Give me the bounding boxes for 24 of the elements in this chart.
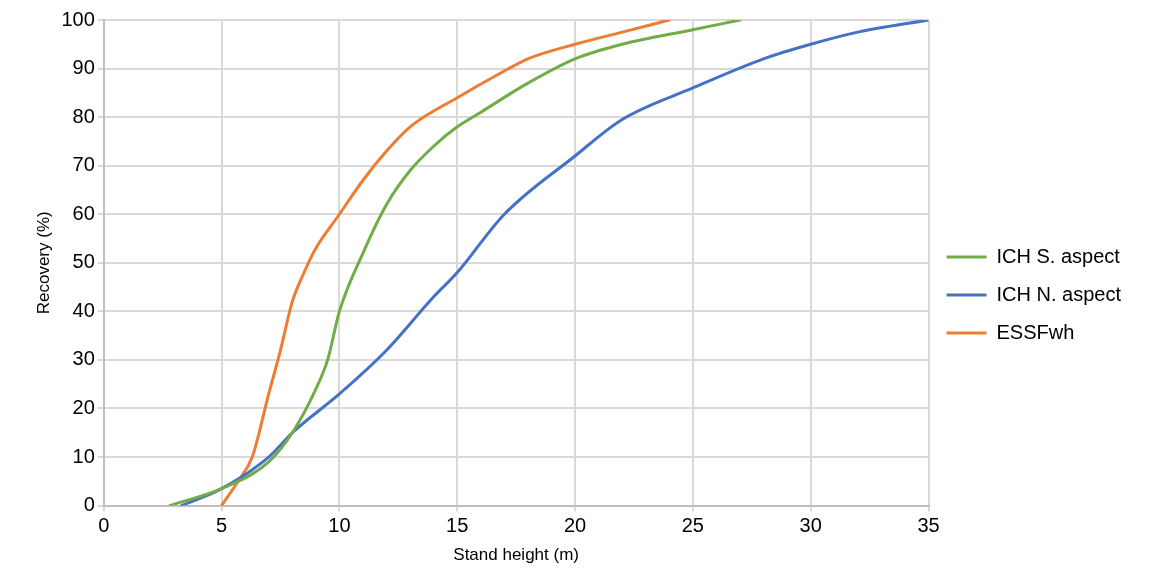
y-tick-label: 80 <box>72 104 95 127</box>
y-axis-title: Recovery (%) <box>33 211 53 315</box>
y-tick-label: 40 <box>72 298 95 321</box>
x-tick-label: 20 <box>563 514 587 537</box>
y-tick-label: 100 <box>61 7 95 30</box>
y-tick-label: 90 <box>72 56 95 79</box>
x-tick-label: 0 <box>98 514 110 537</box>
legend-label: ICH S. aspect <box>996 244 1121 267</box>
y-tick-label: 60 <box>72 201 95 224</box>
y-tick-label: 50 <box>72 250 95 273</box>
legend-label: ICH N. aspect <box>996 282 1122 305</box>
y-tick-label: 70 <box>72 153 95 176</box>
x-tick-label: 15 <box>446 514 469 537</box>
y-tick-label: 10 <box>72 444 95 467</box>
x-tick-label: 5 <box>216 514 228 537</box>
y-tick-label: 30 <box>72 347 95 370</box>
x-tick-label: 10 <box>328 514 351 537</box>
y-tick-label: 20 <box>72 396 95 418</box>
x-tick-label: 25 <box>681 514 704 537</box>
y-tick-label: 0 <box>83 493 95 516</box>
legend-label: ESSFwh <box>996 320 1075 343</box>
x-tick-label: 30 <box>799 514 822 537</box>
x-axis-title: Stand height (m) <box>453 545 579 565</box>
x-tick-label: 35 <box>917 514 940 537</box>
